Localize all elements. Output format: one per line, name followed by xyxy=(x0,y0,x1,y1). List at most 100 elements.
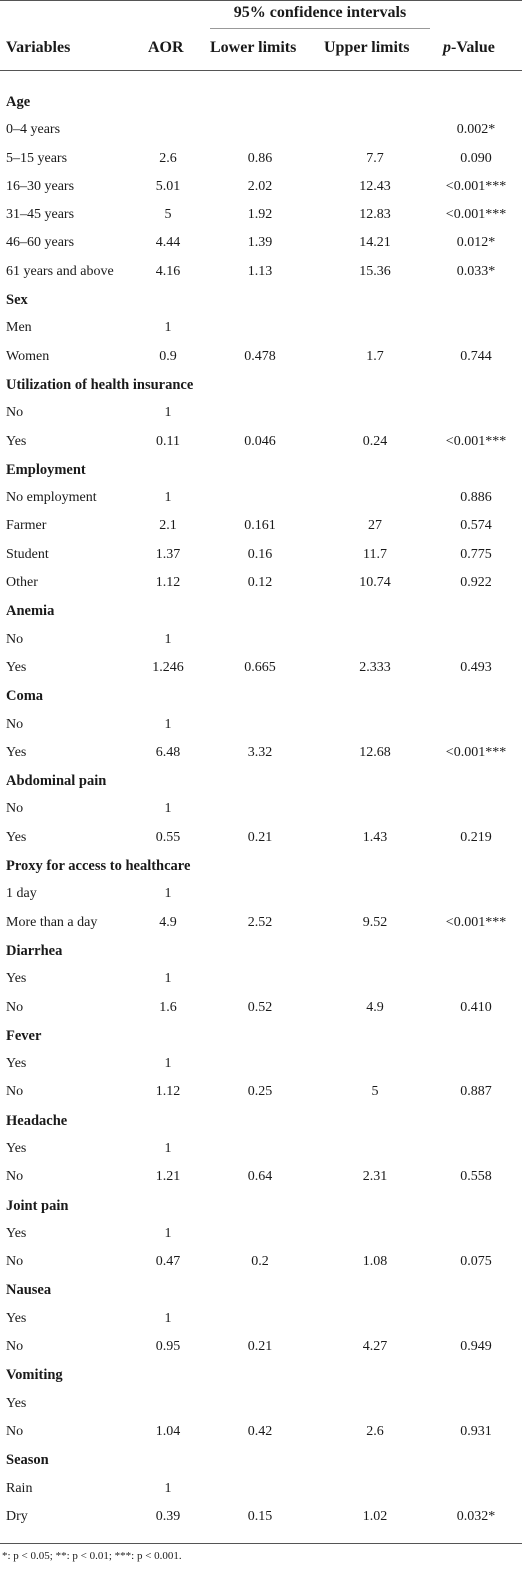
upper-limit-cell: 2.333 xyxy=(359,659,391,675)
lower-limit-cell: 0.42 xyxy=(247,1423,273,1439)
variable-cell: Yes xyxy=(6,1395,27,1411)
table-row: Other 1.12 0.12 10.74 0.922 xyxy=(0,569,522,597)
aor-cell: 4.9 xyxy=(159,914,177,930)
upper-limit-cell: 7.7 xyxy=(366,150,384,166)
lower-limit-cell: 0.86 xyxy=(247,150,273,166)
variable-cell: Rain xyxy=(6,1480,33,1496)
p-value-cell: 0.922 xyxy=(460,575,492,591)
upper-limit-cell: 15.36 xyxy=(359,263,391,279)
variable-cell: No xyxy=(6,631,24,647)
variable-cell: Anemia xyxy=(6,603,55,620)
aor-cell: 1 xyxy=(164,801,172,817)
aor-cell: 0.95 xyxy=(155,1339,181,1355)
p-value-cell: 0.219 xyxy=(460,829,492,845)
group-header-row: Age xyxy=(0,88,522,116)
aor-cell: 0.47 xyxy=(155,1254,181,1270)
group-header-row: Anemia xyxy=(0,597,522,625)
header-lower-limits: Lower limits xyxy=(210,39,297,56)
upper-limit-cell: 27 xyxy=(368,518,382,534)
aor-cell: 1 xyxy=(164,886,172,902)
variable-cell: Yes xyxy=(6,1140,27,1156)
variable-cell: No xyxy=(6,1339,24,1355)
variable-cell: No xyxy=(6,716,24,732)
p-value-cell: 0.887 xyxy=(460,1084,492,1100)
lower-limit-cell: 0.21 xyxy=(247,1339,273,1355)
p-value-cell: <0.001*** xyxy=(445,207,507,223)
variable-cell: Other xyxy=(6,575,38,591)
table-row: No 0.47 0.2 1.08 0.075 xyxy=(0,1248,522,1276)
table-row: Dry 0.39 0.15 1.02 0.032* xyxy=(0,1503,522,1531)
upper-limit-cell: 12.43 xyxy=(359,178,391,194)
top-rule xyxy=(0,0,522,1)
variable-cell: Headache xyxy=(6,1112,68,1129)
p-value-cell: 0.558 xyxy=(460,1169,492,1185)
variable-cell: Yes xyxy=(6,829,27,845)
variable-cell: No xyxy=(6,1084,24,1100)
variable-cell: Age xyxy=(6,94,31,110)
p-value-cell: 0.012* xyxy=(456,235,496,251)
variable-cell: Men xyxy=(6,320,32,336)
header-p-value: p-Value xyxy=(443,34,495,62)
table-row: Yes 0.11 0.046 0.24 <0.001*** xyxy=(0,428,522,456)
table-row: Farmer 2.1 0.161 27 0.574 xyxy=(0,512,522,540)
lower-limit-cell: 2.02 xyxy=(247,178,273,194)
p-value-cell: 0.410 xyxy=(460,999,492,1015)
aor-cell: 6.48 xyxy=(155,744,181,760)
variable-cell: No xyxy=(6,801,24,817)
group-header-row: Nausea xyxy=(0,1276,522,1304)
variable-cell: No xyxy=(6,999,24,1015)
upper-limit-cell: 1.08 xyxy=(362,1254,388,1270)
upper-limit-cell: 0.24 xyxy=(362,433,388,449)
aor-cell: 1 xyxy=(164,490,172,506)
header-aor: AOR xyxy=(148,39,184,56)
upper-limit-cell: 1.43 xyxy=(362,829,388,845)
variable-cell: Employment xyxy=(6,461,86,478)
header-rule xyxy=(0,70,522,71)
table-row: Rain 1 xyxy=(0,1475,522,1503)
aor-cell: 1.12 xyxy=(155,575,181,591)
aor-cell: 5.01 xyxy=(155,178,181,194)
header-p-italic: p xyxy=(443,39,451,56)
variable-cell: 61 years and above xyxy=(6,263,114,279)
p-value-cell: 0.775 xyxy=(460,546,492,562)
aor-cell: 0.55 xyxy=(155,829,181,845)
aor-cell: 1 xyxy=(164,1310,172,1326)
aor-cell: 1.246 xyxy=(152,659,184,675)
p-value-cell: 0.002* xyxy=(456,122,496,138)
p-value-cell: 0.493 xyxy=(460,659,492,675)
table-row: Yes 1 xyxy=(0,1305,522,1333)
aor-cell: 2.6 xyxy=(159,150,177,166)
table-row: No 1.12 0.25 5 0.887 xyxy=(0,1078,522,1106)
upper-limit-cell: 12.83 xyxy=(359,207,391,223)
table-row: No 0.95 0.21 4.27 0.949 xyxy=(0,1333,522,1361)
lower-limit-cell: 0.2 xyxy=(251,1254,269,1270)
group-header-row: Proxy for access to healthcare xyxy=(0,852,522,880)
table-row: No 1 xyxy=(0,795,522,823)
group-header-row: Season xyxy=(0,1446,522,1474)
variable-cell: No xyxy=(6,1254,24,1270)
table-row: 16–30 years 5.01 2.02 12.43 <0.001*** xyxy=(0,173,522,201)
variable-cell: Yes xyxy=(6,971,27,987)
upper-limit-cell: 1.7 xyxy=(366,348,384,364)
p-value-cell: 0.931 xyxy=(460,1423,492,1439)
variable-cell: Yes xyxy=(6,659,27,675)
upper-limit-cell: 4.27 xyxy=(362,1339,388,1355)
group-header-row: Coma xyxy=(0,682,522,710)
aor-cell: 0.9 xyxy=(159,348,177,364)
group-header-row: Headache xyxy=(0,1107,522,1135)
header-upper-limits: Upper limits xyxy=(324,39,410,56)
variable-cell: Abdominal pain xyxy=(6,773,107,790)
table-row: 0–4 years 0.002* xyxy=(0,116,522,144)
aor-cell: 1.21 xyxy=(155,1169,181,1185)
lower-limit-cell: 0.52 xyxy=(247,999,273,1015)
aor-cell: 1.04 xyxy=(155,1423,181,1439)
aor-cell: 1 xyxy=(164,1056,172,1072)
table-row: Yes 6.48 3.32 12.68 <0.001*** xyxy=(0,739,522,767)
group-header-row: Diarrhea xyxy=(0,937,522,965)
ci-group-header: 95% confidence intervals xyxy=(233,4,407,21)
upper-limit-cell: 9.52 xyxy=(362,914,388,930)
p-value-cell: <0.001*** xyxy=(445,914,507,930)
group-header-row: Employment xyxy=(0,456,522,484)
table-row: 5–15 years 2.6 0.86 7.7 0.090 xyxy=(0,145,522,173)
upper-limit-cell: 4.9 xyxy=(366,999,384,1015)
